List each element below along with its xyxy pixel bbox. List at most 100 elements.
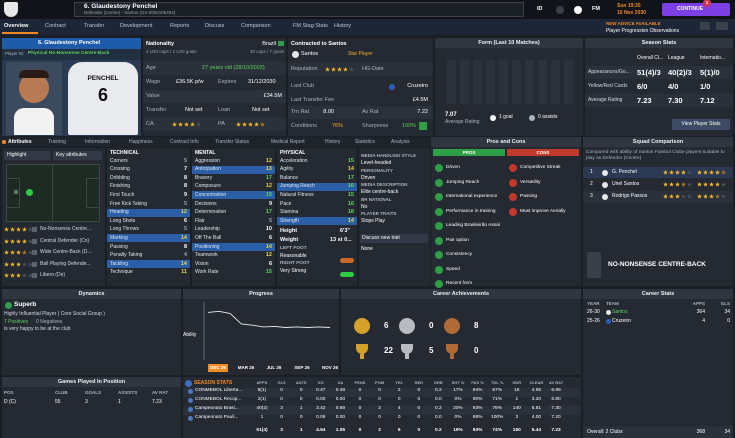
label: 0 [417, 415, 421, 420]
icon-circle [556, 5, 564, 14]
column-header: TKL % [491, 380, 504, 385]
star [687, 170, 692, 175]
x-tick-label: JUL 26 [266, 365, 282, 370]
nav-tab[interactable]: Reports [170, 23, 190, 29]
label: Value [146, 93, 160, 99]
label: 8(1) [257, 388, 267, 393]
attribute-name: Off The Ball [195, 234, 222, 241]
label: 51(4)/3 [637, 67, 661, 77]
star [16, 238, 21, 244]
star-rating [4, 227, 33, 232]
form-slot [447, 60, 456, 104]
label: NO-NONSENSE CENTRE-BACK [608, 261, 706, 268]
label: 0 [378, 397, 381, 402]
star-rating [663, 194, 692, 199]
icon-button[interactable] [716, 22, 728, 30]
sub-tab[interactable]: Attributes [8, 138, 32, 145]
role-arrow [32, 238, 37, 244]
attribute-heading: PHYSICAL [280, 150, 306, 156]
icon-id[interactable]: ID [537, 6, 543, 12]
continue-label[interactable]: CONTINUE [676, 6, 704, 12]
star [242, 122, 247, 127]
attribute-name: Stamina [280, 209, 299, 216]
con-icon [509, 207, 517, 216]
label: 0.69 [335, 406, 346, 411]
icon-fm[interactable]: FM [592, 6, 600, 12]
attribute-value: 17 [265, 174, 272, 181]
label: Last Club [291, 83, 315, 89]
star [331, 67, 336, 72]
label: Compared with ability of Santos Futebol … [586, 150, 725, 161]
button-label[interactable]: View Player Stats [681, 121, 721, 127]
nav-tab[interactable]: History [334, 23, 352, 29]
star [709, 194, 714, 199]
con-item: Competitive Streak [520, 165, 561, 170]
highlight-dropdown[interactable] [4, 151, 50, 160]
attribute-value: 6 [268, 234, 272, 241]
label: 7.07 [445, 112, 457, 118]
season-row [585, 80, 733, 93]
attribute-value: 6 [268, 260, 272, 267]
label: 0 assists [538, 114, 558, 120]
form-slot [564, 60, 573, 104]
role-arrow [32, 227, 37, 232]
sub-tab[interactable]: Happiness [129, 138, 153, 145]
star [178, 122, 183, 127]
label: 25-26 [587, 318, 600, 324]
medal-icon [354, 318, 370, 334]
label: 7.30 [551, 406, 561, 411]
label: Not set [185, 107, 203, 113]
pro-item: Consistency [446, 252, 473, 257]
icon-button[interactable] [700, 22, 710, 30]
x-tick-label: MAR 26 [237, 365, 255, 370]
star [16, 227, 21, 232]
label: 0 [378, 388, 381, 393]
column-header: SHT % [451, 380, 465, 385]
nav-tab[interactable]: Development [120, 23, 153, 29]
attribute-heading: MENTAL [195, 150, 216, 156]
label[interactable]: Discuss new trait [362, 235, 400, 241]
nav-tab[interactable]: Discuss [205, 23, 225, 29]
label: Reasonable [280, 253, 307, 259]
sub-tab[interactable]: Analysis [391, 138, 410, 145]
club-logo [389, 83, 395, 90]
label: 0 [299, 397, 303, 402]
club-crest [4, 2, 18, 17]
label: 100% [402, 123, 417, 129]
continue-button[interactable] [662, 3, 730, 16]
star [22, 238, 27, 244]
nav-tab[interactable]: Comparison [241, 23, 271, 29]
label: 1 goal [499, 114, 513, 120]
key-attribute-highlight [107, 234, 190, 243]
sub-tab[interactable]: Contract Info [170, 138, 199, 145]
nav-tab[interactable]: Transfer [84, 23, 105, 29]
sub-tab[interactable]: Statistics [355, 138, 376, 145]
label: APPS [692, 301, 705, 306]
sub-tab[interactable]: Transfer Status [215, 138, 249, 145]
search-box [74, 2, 524, 17]
label: CLUB [55, 390, 68, 395]
attribute-value: 15 [265, 269, 272, 276]
label: 2(1) [257, 397, 267, 402]
sub-tab[interactable]: Information [85, 138, 111, 145]
nav-tab[interactable]: Contract [45, 23, 66, 29]
star [16, 261, 21, 267]
label[interactable]: Key attributes [56, 152, 87, 158]
sub-tab[interactable]: Medical Report [271, 138, 305, 145]
trait-dropdown[interactable] [360, 234, 428, 243]
club-logo [291, 50, 299, 58]
star [721, 194, 726, 199]
sub-tab[interactable]: History [325, 138, 341, 145]
key-dropdown[interactable] [53, 151, 102, 160]
club-logo [605, 310, 611, 315]
sub-tab[interactable]: Training [48, 138, 66, 145]
label[interactable]: Highlight [7, 152, 27, 158]
form-slot [486, 60, 495, 104]
nav-tab[interactable]: FM Stag Stats [293, 23, 328, 29]
nav-tab[interactable]: Overview [4, 23, 29, 29]
panel-title: Games Played In Position [57, 378, 126, 385]
star [697, 170, 702, 175]
trophy-icon [446, 344, 458, 354]
view-stats-button[interactable] [672, 119, 730, 130]
